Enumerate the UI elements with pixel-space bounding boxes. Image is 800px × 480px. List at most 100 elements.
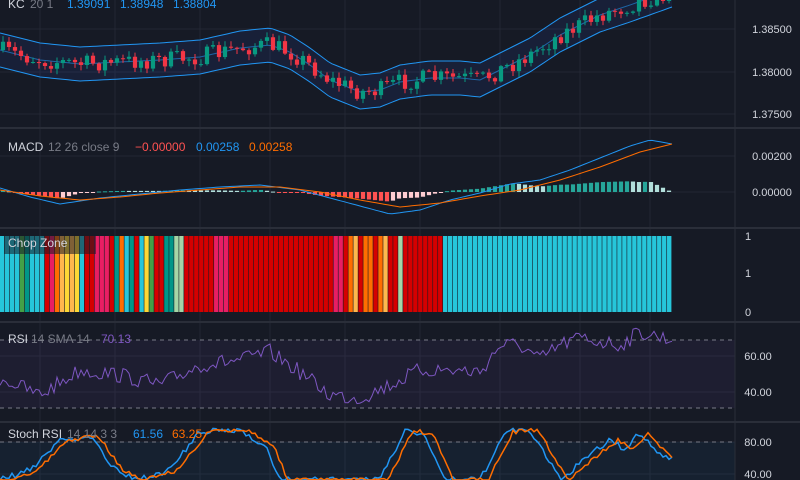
candle-body	[96, 63, 102, 71]
candle-body	[180, 51, 186, 61]
chop-zone-bar	[443, 236, 448, 312]
candle-body	[438, 71, 444, 80]
candle-body	[636, 0, 642, 12]
keltner-band-fill	[0, 0, 672, 109]
candle-body	[264, 37, 270, 41]
candle-body	[216, 45, 222, 58]
macd-histogram-bar	[564, 184, 570, 192]
macd-legend[interactable]: MACD 12 26 close 9 −0.00000 0.00258 0.00…	[8, 140, 293, 154]
candle-body	[324, 75, 330, 82]
candle-body	[48, 66, 54, 69]
chop-zone-bar	[572, 236, 577, 312]
stoch-legend[interactable]: Stoch RSI 14 14 3 3 61.56 63.25	[8, 427, 202, 441]
chop-zone-bar	[408, 236, 413, 312]
chop-zone-bar	[428, 236, 433, 312]
candle-body	[198, 64, 204, 66]
stoch-axis[interactable]: 80.00 40.00	[744, 437, 772, 480]
candle-body	[372, 91, 378, 96]
chop-zone-bar	[323, 236, 328, 312]
macd-histogram-bar	[546, 185, 552, 192]
macd-histogram-bar	[540, 186, 546, 192]
candle-body	[390, 80, 396, 82]
macd-histogram-bar	[630, 181, 636, 192]
macd-axis[interactable]: 0.00200 0.00000	[752, 151, 792, 199]
kc-legend[interactable]: KC 20 1 1.39091 1.38948 1.38804	[8, 0, 217, 11]
chop-zone-bar	[238, 236, 244, 312]
candle-body	[306, 55, 312, 63]
macd-histogram-bar	[120, 190, 126, 192]
macd-histogram-bar	[462, 189, 468, 192]
rsi-axis[interactable]: 60.00 40.00	[744, 351, 772, 399]
macd-histogram-bar	[270, 191, 276, 193]
candle-body	[204, 46, 210, 65]
candle-body	[84, 55, 90, 65]
candle-body	[114, 58, 120, 63]
stoch-legend-name: Stoch RSI	[8, 427, 62, 441]
macd-histogram-bar	[366, 192, 372, 200]
candle-body	[444, 71, 450, 74]
macd-histogram-bar	[138, 190, 144, 192]
chop-zone-bar	[4, 236, 10, 312]
chop-zone-bar	[497, 236, 503, 312]
chop-zone-bar	[194, 236, 199, 312]
rsi-tick-label: 60.00	[744, 351, 772, 363]
candle-body	[54, 63, 60, 69]
macd-histogram-bar	[48, 192, 54, 198]
chop-zone-bar	[293, 236, 299, 312]
chop-zone-bar	[338, 236, 343, 312]
macd-histogram-bar	[66, 192, 72, 197]
chop-axis[interactable]: 1 1 0	[745, 231, 751, 319]
stoch-k-line	[0, 427, 673, 480]
macd-histogram-bar	[402, 192, 408, 199]
candle-body	[384, 81, 390, 83]
macd-histogram-bar	[456, 190, 462, 192]
macd-histogram-bar	[450, 190, 456, 192]
candle-body	[402, 74, 408, 89]
macd-histogram-bar	[0, 190, 6, 192]
candle-body	[150, 55, 156, 69]
macd-legend-value: 0.00258	[249, 140, 293, 154]
candle-body	[504, 64, 510, 67]
chop-zone-bar	[477, 236, 483, 312]
chop-legend[interactable]: Chop Zone	[4, 236, 96, 254]
chop-zone-bar	[233, 236, 239, 312]
candle-body	[624, 12, 630, 14]
chop-zone-bar	[243, 236, 249, 312]
rsi-legend[interactable]: RSI 14 SMA 14 70.13	[8, 332, 131, 346]
macd-histogram-bar	[438, 192, 444, 193]
macd-histogram-bar	[192, 190, 198, 192]
chop-zone-bar	[144, 236, 149, 312]
rsi-legend-params: 14 SMA 14	[31, 332, 90, 346]
candle-body	[72, 59, 78, 63]
candle-body	[582, 15, 588, 21]
chop-zone-bar	[124, 236, 129, 312]
candle-body	[282, 41, 288, 54]
chop-zone-bar	[418, 236, 423, 312]
price-axis[interactable]: 1.38500 1.38000 1.37500	[752, 24, 792, 121]
macd-histogram-bar	[426, 192, 432, 196]
candle-body	[276, 41, 282, 50]
chop-zone-bar	[467, 236, 473, 312]
chop-zone-bar	[224, 236, 229, 312]
chop-zone-bar	[492, 236, 498, 312]
chop-zone-bar	[169, 236, 174, 312]
macd-histogram-bar	[90, 192, 96, 193]
chop-zone-bar	[592, 236, 597, 312]
candle-body	[24, 56, 30, 63]
macd-signal-line	[0, 143, 673, 208]
chop-zone-bar	[139, 236, 144, 312]
candle-body	[612, 10, 618, 12]
stoch-legend-value: 63.25	[172, 427, 202, 441]
macd-histogram-bar	[624, 181, 630, 192]
candle-body	[336, 77, 342, 86]
chop-zone-bar	[89, 236, 94, 312]
chop-zone-bar	[507, 236, 513, 312]
chop-zone-bar	[512, 236, 518, 312]
chop-zone-bar	[378, 236, 383, 312]
rsi-legend-name: RSI	[8, 332, 28, 346]
chop-zone-bar	[517, 236, 523, 312]
chop-zone-bar	[652, 236, 657, 312]
candle-body	[348, 80, 354, 89]
